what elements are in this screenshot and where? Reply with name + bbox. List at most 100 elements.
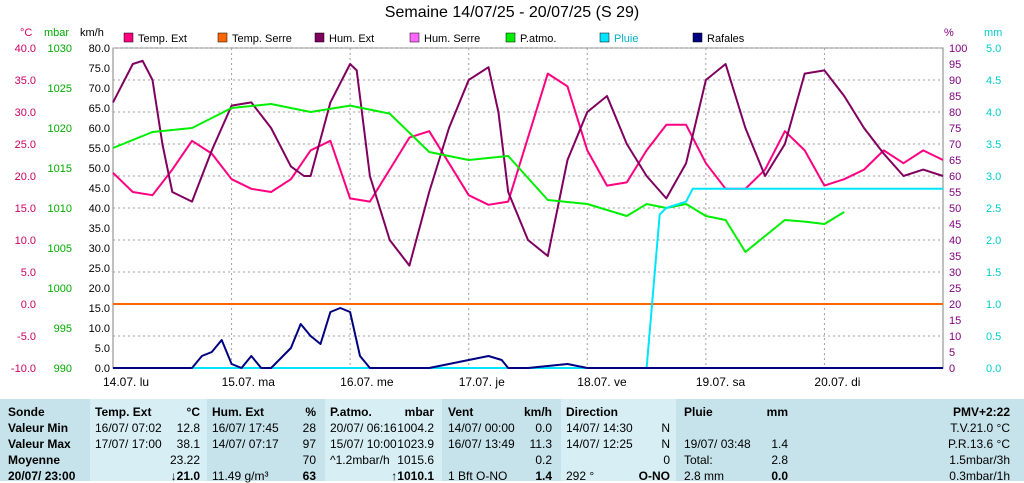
stats-unit-patmo: mbar [404, 405, 434, 419]
y-tick-mbar: 1005 [48, 243, 72, 255]
stats-row-label: Moyenne [8, 453, 61, 467]
axis-unit-mm: mm [984, 27, 1002, 39]
stats-cell-pmv: 0.3mbar/1h [949, 469, 1010, 483]
y-tick-kmh: 60.0 [89, 123, 110, 135]
stats-unit-pluie: mm [766, 405, 788, 419]
y-tick-pct: 50 [949, 203, 961, 215]
y-tick-kmh: 65.0 [89, 103, 110, 115]
legend-label: Pluie [614, 33, 638, 45]
y-tick-mm: 3.5 [986, 139, 1001, 151]
stats-value-vent: 1.4 [535, 469, 552, 483]
stats-cell-hum: 14/07/ 07:17 [212, 437, 279, 451]
y-tick-pct: 30 [949, 267, 961, 279]
x-tick-label: 16.07. me [340, 375, 394, 389]
y-tick-mm: 2.5 [986, 203, 1001, 215]
y-tick-kmh: 75.0 [89, 63, 110, 75]
stats-value-patmo: ↑1010.1 [391, 469, 434, 483]
axis-unit-kmh: km/h [80, 27, 104, 39]
stats-header-dir: Direction [566, 405, 619, 419]
y-tick-temp: -10.0 [11, 363, 36, 375]
y-tick-mbar: 1010 [48, 203, 72, 215]
y-tick-pct: 95 [949, 59, 961, 71]
y-tick-pct: 100 [949, 43, 967, 55]
y-tick-pct: 60 [949, 171, 961, 183]
y-tick-mm: 1.5 [986, 267, 1001, 279]
x-tick-label: 14.07. lu [103, 375, 149, 389]
stats-cell-dir: 14/07/ 12:25 [566, 437, 633, 451]
y-tick-mm: 0.0 [986, 363, 1001, 375]
y-tick-mbar: 1000 [48, 283, 72, 295]
y-tick-mm: 0.5 [986, 331, 1001, 343]
stats-value-hum: 97 [302, 437, 316, 451]
y-tick-kmh: 5.0 [95, 343, 110, 355]
axis-unit-mbar: mbar [44, 27, 69, 39]
stats-row-label: Valeur Min [8, 421, 69, 435]
y-tick-pct: 55 [949, 187, 961, 199]
y-tick-pct: 75 [949, 123, 961, 135]
y-tick-temp: 25.0 [15, 139, 36, 151]
stats-value-hum: 63 [302, 469, 316, 483]
x-tick-label: 17.07. je [459, 375, 505, 389]
stats-unit-temp: °C [186, 405, 200, 419]
y-tick-kmh: 70.0 [89, 83, 110, 95]
y-tick-pct: 5 [949, 347, 955, 359]
stats-value-pluie: 0.0 [771, 469, 788, 483]
y-tick-temp: 10.0 [15, 235, 36, 247]
stats-value-hum: 70 [302, 453, 316, 467]
stats-value-pluie: 1.4 [771, 437, 788, 451]
y-tick-temp: -5.0 [17, 331, 36, 343]
y-tick-kmh: 80.0 [89, 43, 110, 55]
y-tick-kmh: 10.0 [89, 323, 110, 335]
y-tick-temp: 40.0 [15, 43, 36, 55]
stats-cell-pmv: P.R.13.6 °C [948, 437, 1010, 451]
stats-cell-vent: 16/07/ 13:49 [448, 437, 515, 451]
stats-cell-patmo: 15/07/ 10:00 [330, 437, 397, 451]
stats-value-dir: O-NO [638, 469, 670, 483]
stats-cell-patmo: 20/07/ 06:16 [330, 421, 397, 435]
stats-value-dir: N [661, 421, 670, 435]
y-tick-kmh: 0.0 [95, 363, 110, 375]
stats-unit-vent: km/h [523, 405, 552, 419]
stats-value-vent: 11.3 [529, 437, 552, 451]
stats-cell-pmv: 1.5mbar/3h [949, 453, 1010, 467]
y-tick-mm: 4.5 [986, 75, 1001, 87]
stats-header-hum: Hum. Ext [212, 405, 265, 419]
stats-header-sonde: Sonde [8, 405, 45, 419]
axis-unit-temp: °C [20, 27, 32, 39]
stats-cell-pluie: 2.8 mm [684, 469, 725, 483]
y-tick-kmh: 25.0 [89, 263, 110, 275]
y-tick-mm: 5.0 [986, 43, 1001, 55]
stats-col-patmo [325, 399, 442, 481]
y-tick-mm: 3.0 [986, 171, 1001, 183]
y-tick-kmh: 20.0 [89, 283, 110, 295]
stats-unit-hum: % [305, 405, 316, 419]
legend-swatch [692, 32, 703, 43]
legend-label: P.atmo. [520, 33, 557, 45]
legend-swatch [599, 32, 610, 43]
y-tick-temp: 30.0 [15, 107, 36, 119]
series-line-temp-ext [112, 72, 944, 206]
stats-value-vent: 0.0 [535, 421, 552, 435]
y-tick-pct: 70 [949, 139, 961, 151]
stats-cell-temp: 17/07/ 17:00 [95, 437, 162, 451]
stats-value-vent: 0.2 [535, 453, 552, 467]
stats-cell-hum: 11.49 g/m³ [212, 469, 269, 483]
stats-value-dir: 0 [663, 453, 670, 467]
stats-cell-hum: 16/07/ 17:45 [212, 421, 279, 435]
stats-value-patmo: 1023.9 [397, 437, 434, 451]
y-tick-temp: 35.0 [15, 75, 36, 87]
stats-header-pmv: PMV+2:22 [952, 405, 1010, 419]
legend-swatch [409, 32, 420, 43]
series-line-hum-ext [112, 59, 944, 267]
stats-header-patmo: P.atmo. [330, 405, 372, 419]
y-tick-mbar: 1030 [48, 43, 72, 55]
y-tick-pct: 15 [949, 315, 961, 327]
x-tick-label: 18.07. ve [577, 375, 627, 389]
y-tick-mbar: 990 [54, 363, 72, 375]
legend-swatch [505, 32, 516, 43]
weather-chart: 14.07. lu 15.07. ma 16.07. me 17.07. je 18.0… [11, 27, 1002, 389]
stats-value-temp: 23.22 [169, 453, 200, 467]
y-tick-pct: 65 [949, 155, 961, 167]
y-tick-mm: 2.0 [986, 235, 1001, 247]
chart-title: Semaine 14/07/25 - 20/07/25 (S 29) [384, 4, 640, 21]
